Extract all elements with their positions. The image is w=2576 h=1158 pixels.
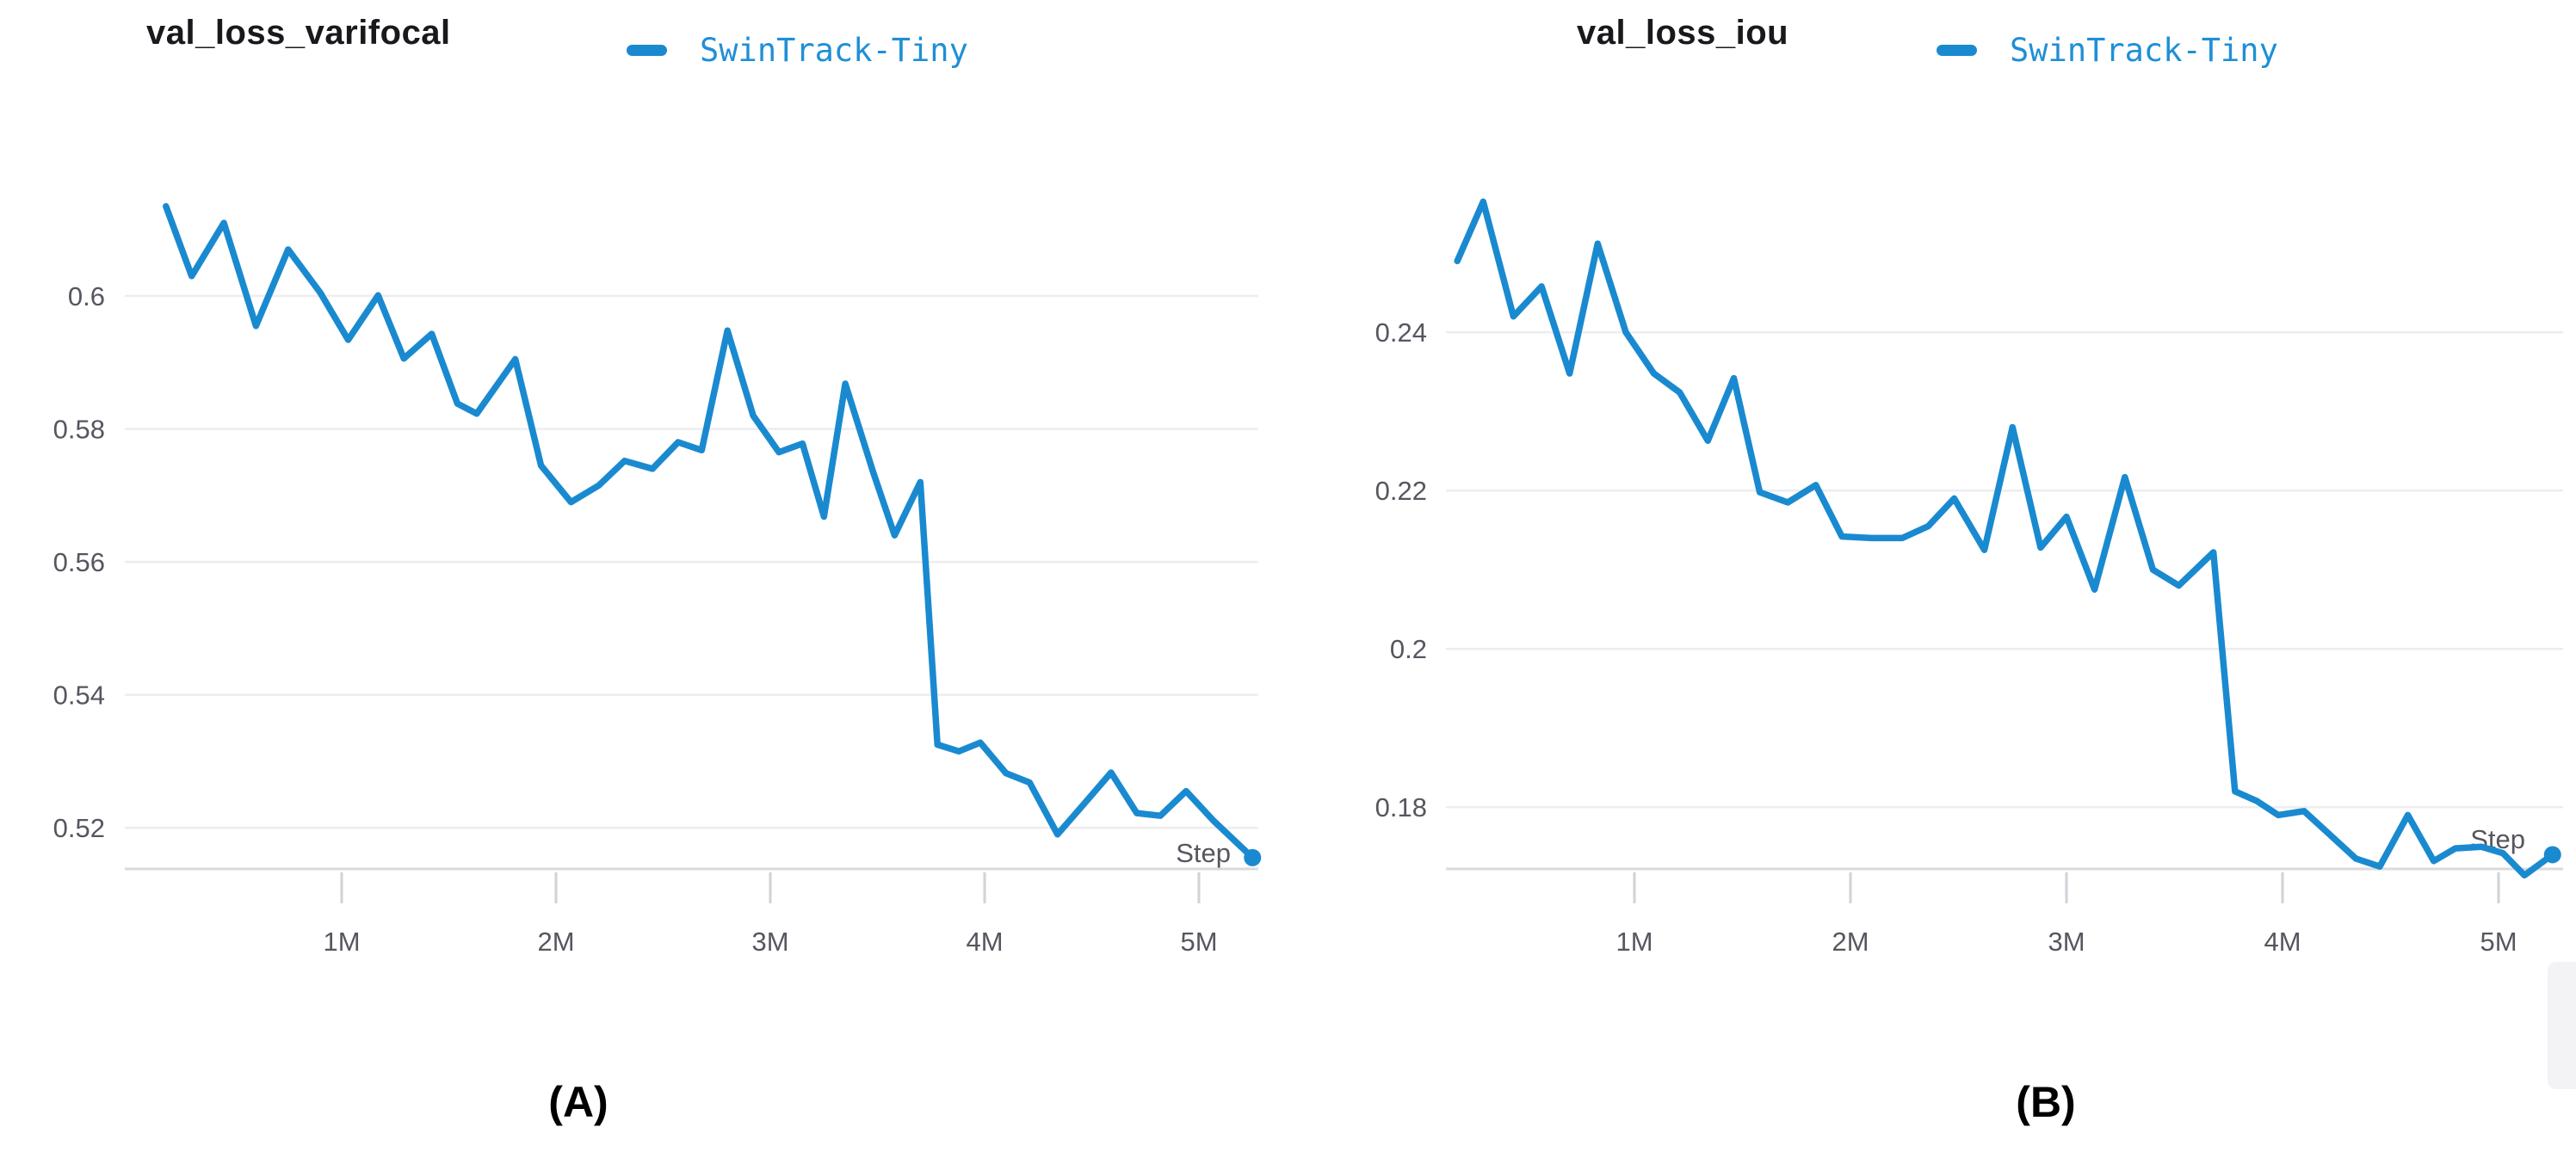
x-tick-label: 2M <box>537 927 574 957</box>
subfigure-caption-a: (A) <box>548 1078 608 1126</box>
y-tick-label: 0.54 <box>53 681 105 711</box>
line-chart-canvas-a: 0.6 0.58 0.56 0.54 0.52 1M 2M 3M 4M 5M Step <box>53 203 1262 957</box>
legend: SwinTrack-Tiny <box>1937 34 2278 66</box>
x-tick-label: 3M <box>751 927 788 957</box>
x-tick-label: 2M <box>1832 927 1869 957</box>
y-tick-label: 0.2 <box>1390 634 1427 664</box>
x-axis-title: Step <box>1176 838 1231 868</box>
y-tick-label: 0.58 <box>53 415 105 445</box>
chart-val-loss-iou: 0.24 0.22 0.2 0.18 1M 2M 3M 4M 5M Step val_loss_i… <box>1317 0 2576 1158</box>
y-tick-label: 0.52 <box>53 813 105 843</box>
series-end-dot <box>2543 846 2561 864</box>
chart-title: val_loss_iou <box>1577 14 1789 52</box>
legend-series-label: SwinTrack-Tiny <box>700 32 968 69</box>
x-tick-label: 5M <box>2480 927 2517 957</box>
watermark-sliver <box>2548 962 2576 1089</box>
y-tick-label: 0.56 <box>53 547 105 577</box>
y-tick-label: 0.18 <box>1375 792 1427 822</box>
x-tick-label: 3M <box>2048 927 2085 957</box>
legend-line-swatch <box>627 45 667 56</box>
chart-title: val_loss_varifocal <box>146 14 451 52</box>
x-tick-label: 4M <box>2264 927 2301 957</box>
legend-series-label: SwinTrack-Tiny <box>2010 32 2278 69</box>
y-tick-label: 0.6 <box>68 281 105 311</box>
x-tick-label: 1M <box>323 927 360 957</box>
x-tick-label: 5M <box>1180 927 1217 957</box>
series-line <box>163 203 1257 861</box>
series-end-dot <box>1244 848 1262 866</box>
x-tick-label: 4M <box>966 927 1003 957</box>
subfigure-caption-b: (B) <box>2016 1078 2076 1126</box>
y-tick-label: 0.22 <box>1375 476 1427 506</box>
x-tick-label: 1M <box>1615 927 1652 957</box>
legend-line-swatch <box>1937 45 1977 56</box>
chart-val-loss-varifocal: 0.6 0.58 0.56 0.54 0.52 1M 2M 3M 4M 5M Step val_lo… <box>53 14 1262 1126</box>
series-line <box>1454 198 2556 879</box>
legend: SwinTrack-Tiny <box>627 34 968 66</box>
y-tick-label: 0.24 <box>1375 317 1427 348</box>
